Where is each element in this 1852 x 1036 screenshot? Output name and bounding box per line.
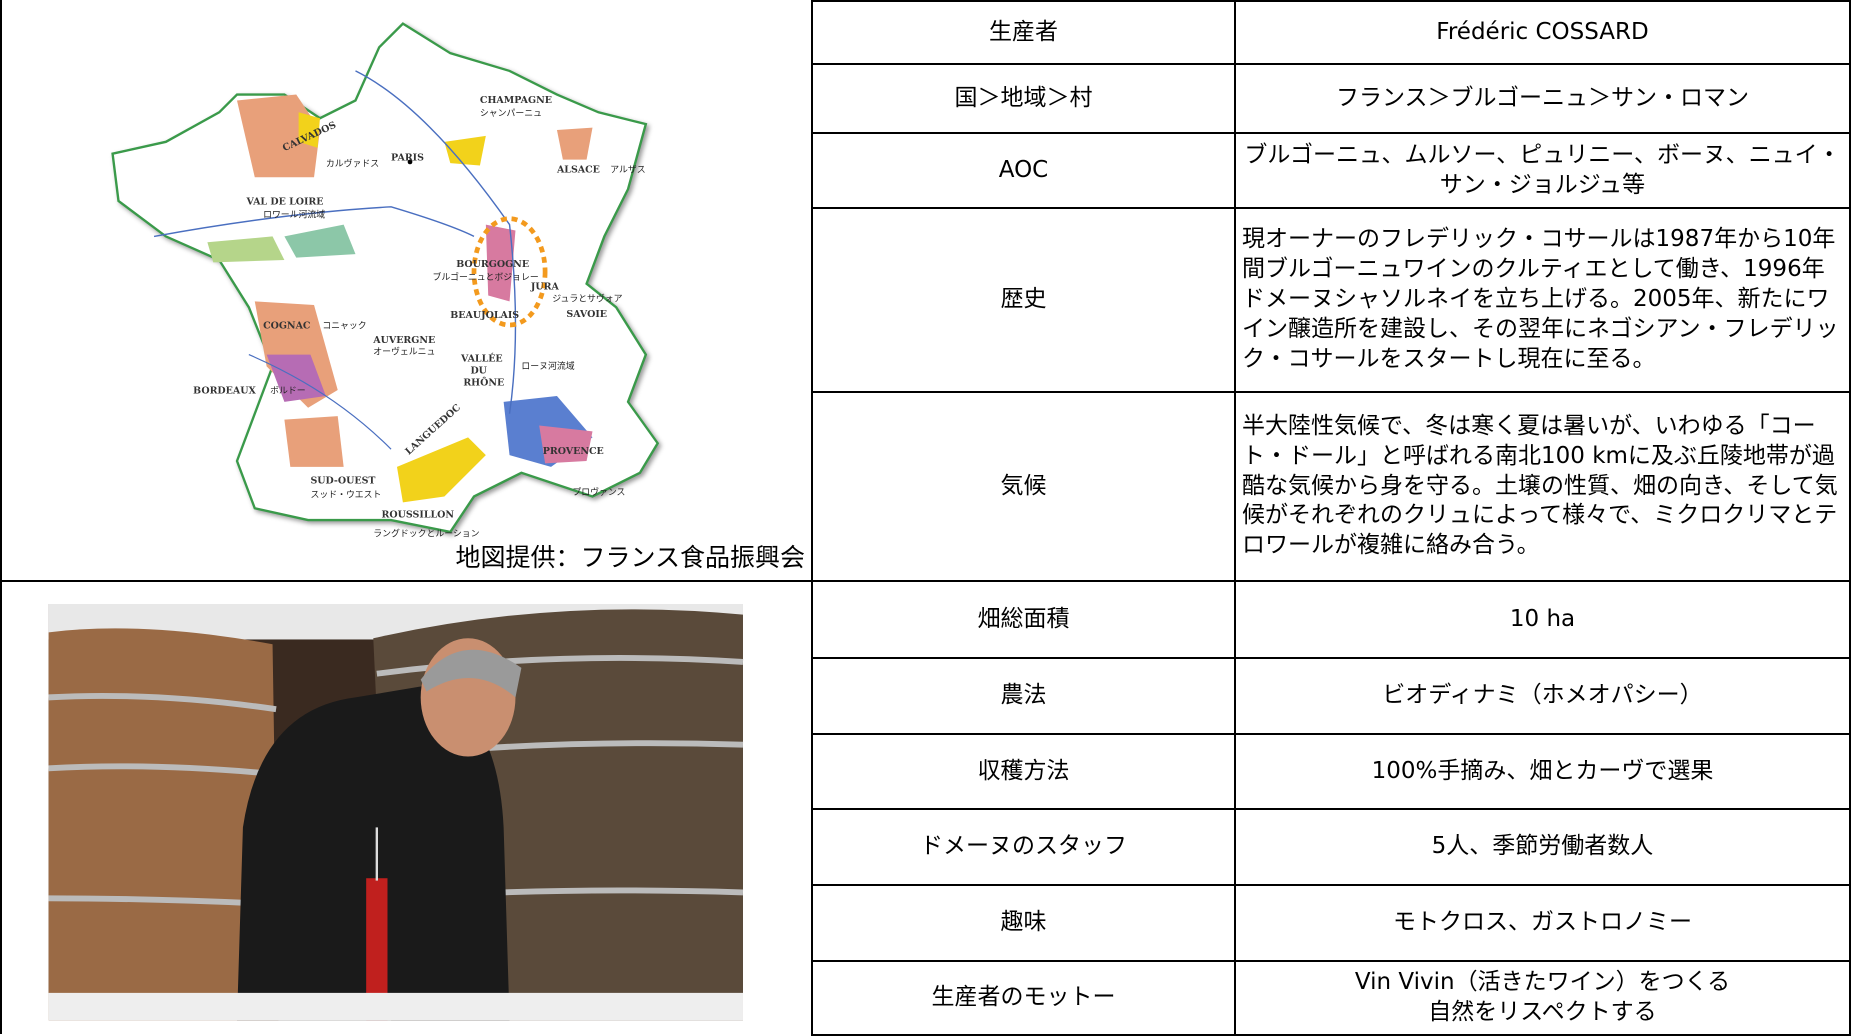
row-label: 気候: [811, 391, 1236, 582]
table-row: ドメーヌのスタッフ 5人、季節労働者数人: [811, 808, 1851, 886]
map-label: AUVERGNE: [372, 335, 435, 346]
map-label: ROUSSILLON: [382, 510, 455, 521]
row-label: 収穫方法: [811, 733, 1236, 810]
map-label: ローヌ河流域: [521, 360, 574, 372]
map-label: ロワール河流域: [263, 208, 325, 220]
row-value: フランス＞ブルゴーニュ＞サン・ロマン: [1234, 63, 1851, 134]
map-label: ブルゴーニュとボジョレー: [433, 271, 539, 283]
row-label: 生産者: [811, 0, 1236, 65]
map-label: VAL DE LOIRE: [245, 196, 323, 207]
map-label: スッド・ウエスト: [310, 490, 381, 501]
table-row: 生産者のモットー Vin Vivin（活きたワイン）をつくる 自然をリスペクトする: [811, 960, 1851, 1036]
table-row: 畑総面積 10 ha: [811, 580, 1851, 659]
map-label: SAVOIE: [566, 309, 607, 320]
map-label: アルザス: [610, 165, 645, 176]
map-label: BOURGOGNE: [456, 259, 529, 270]
map-label: シャンパーニュ: [480, 108, 542, 119]
table-row: 生産者 Frédéric COSSARD: [811, 0, 1851, 65]
table-row: 歴史 現オーナーのフレデリック・コサールは1987年から10年間ブルゴーニュワイン…: [811, 207, 1851, 393]
map-label: BEAUJOLAIS: [450, 310, 519, 321]
map-label: PROVENCE: [543, 446, 604, 457]
map-caption: 地図提供：フランス食品振興会: [455, 543, 805, 572]
row-label: 畑総面積: [811, 580, 1236, 659]
map-label: プロヴァンス: [572, 486, 625, 498]
photo: [48, 604, 744, 1021]
table-row: 農法 ビオディナミ（ホメオパシー）: [811, 657, 1851, 735]
left-panel: CHAMPAGNEシャンパーニュCALVADOSカルヴァドスPARISALSAC…: [0, 0, 812, 1034]
info-table: 生産者 Frédéric COSSARD 国＞地域＞村 フランス＞ブルゴーニュ＞サン・…: [811, 0, 1851, 1036]
row-label: 国＞地域＞村: [811, 63, 1236, 134]
map-label: COGNAC: [263, 321, 311, 332]
row-value: モトクロス、ガストロノミー: [1234, 884, 1851, 962]
row-label: 農法: [811, 657, 1236, 735]
table-row: AOC ブルゴーニュ、ムルソー、ピュリニー、ボーヌ、ニュイ・サン・ジョルジュ等: [811, 132, 1851, 209]
map-label: VALLÉE DU RHÔNE: [460, 353, 504, 389]
row-label: AOC: [811, 132, 1236, 209]
row-label: 生産者のモットー: [811, 960, 1236, 1036]
map-label: ボルドー: [270, 386, 305, 397]
row-value: Vin Vivin（活きたワイン）をつくる 自然をリスペクトする: [1234, 960, 1851, 1036]
map-label: BORDEAUX: [193, 386, 256, 397]
row-value: ビオディナミ（ホメオパシー）: [1234, 657, 1851, 735]
map-label: オーヴェルニュ: [373, 346, 435, 358]
row-value: 100%手摘み、畑とカーヴで選果: [1234, 733, 1851, 810]
map-label: CHAMPAGNE: [480, 95, 552, 106]
row-value: 5人、季節労働者数人: [1234, 808, 1851, 886]
table-row: 趣味 モトクロス、ガストロノミー: [811, 884, 1851, 962]
map-label: ALSACE: [556, 165, 600, 176]
row-value: ブルゴーニュ、ムルソー、ピュリニー、ボーヌ、ニュイ・サン・ジョルジュ等: [1234, 132, 1851, 209]
row-label: 趣味: [811, 884, 1236, 962]
row-value: 現オーナーのフレデリック・コサールは1987年から10年間ブルゴーニュワインのク…: [1234, 207, 1851, 393]
row-value: 半大陸性気候で、冬は寒く夏は暑いが、いわゆる「コート・ドール」と呼ばれる南北10…: [1234, 391, 1851, 582]
row-value: 10 ha: [1234, 580, 1851, 659]
map-label: ジュラとサヴォア: [552, 292, 622, 304]
map-label: JURA: [530, 282, 560, 293]
table-row: 収穫方法 100%手摘み、畑とカーヴで選果: [811, 733, 1851, 810]
row-label: ドメーヌのスタッフ: [811, 808, 1236, 886]
row-label: 歴史: [811, 207, 1236, 393]
map-label: カルヴァドス: [326, 158, 379, 170]
map-label: コニャック: [322, 321, 366, 332]
map-label: SUD-OUEST: [310, 475, 375, 486]
map: CHAMPAGNEシャンパーニュCALVADOSカルヴァドスPARISALSAC…: [111, 22, 660, 540]
map-label: ラングドックとルーション: [373, 528, 479, 540]
map-label: PARIS: [391, 153, 424, 164]
row-value: Frédéric COSSARD: [1234, 0, 1851, 65]
table-row: 気候 半大陸性気候で、冬は寒く夏は暑いが、いわゆる「コート・ドール」と呼ばれる南北…: [811, 391, 1851, 582]
table-row: 国＞地域＞村 フランス＞ブルゴーニュ＞サン・ロマン: [811, 63, 1851, 134]
